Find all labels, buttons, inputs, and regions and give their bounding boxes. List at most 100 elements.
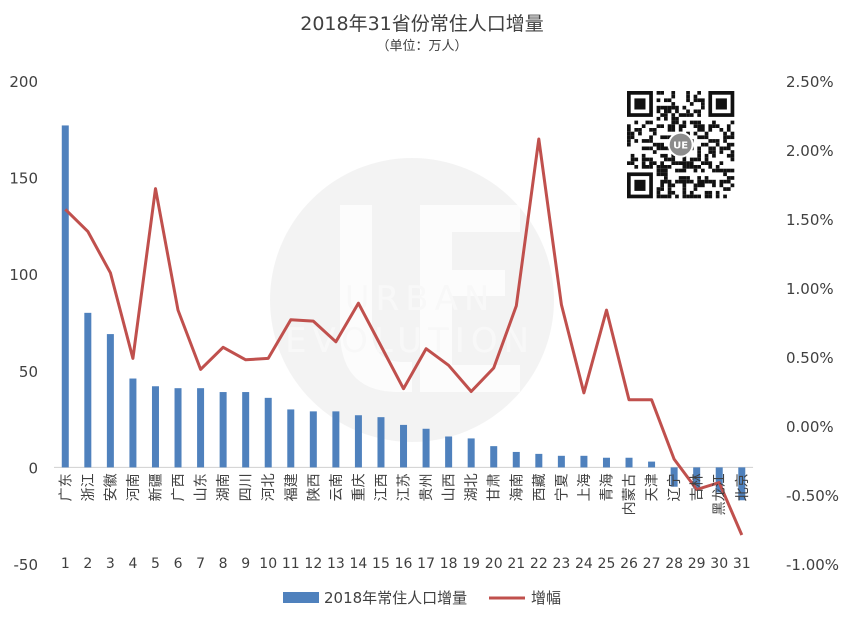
qr-module [712, 139, 716, 143]
qr-module [708, 128, 713, 132]
qr-module [675, 179, 679, 184]
qr-module [723, 179, 727, 184]
qr-module [693, 124, 698, 128]
category-label: 陕西 [306, 473, 322, 501]
qr-module [682, 183, 687, 188]
qr-module [689, 157, 694, 162]
watermark-text-1: URBAN [345, 279, 496, 319]
category-label: 江苏 [397, 473, 413, 501]
qr-module [671, 113, 676, 117]
qr-module [649, 120, 653, 125]
qr-module [641, 146, 646, 151]
rank-label: 10 [259, 556, 277, 572]
qr-module [671, 190, 676, 195]
rank-label: 8 [219, 556, 228, 572]
watermark-text-2: EVOLUTION [285, 321, 535, 361]
qr-module [641, 165, 646, 169]
qr-module [704, 142, 709, 147]
qr-module [723, 131, 727, 136]
qr-module [678, 128, 683, 132]
qr-module [630, 157, 635, 162]
category-labels: 广东 浙江 安徽 河南 新疆 广西 山东 湖南 四川 河北 福建 陕西 云南 重庆 江西 江苏 贵州 山西 湖北 甘肃… [58, 473, 751, 515]
qr-module [719, 150, 724, 154]
qr-module [641, 139, 646, 143]
qr-module [686, 161, 690, 165]
qr-module [719, 128, 724, 132]
qr-module [726, 124, 731, 128]
qr-module [715, 142, 720, 147]
rank-label: 23 [552, 556, 570, 572]
qr-module [627, 135, 631, 140]
qr-module [671, 116, 676, 121]
right-tick-label: 2.50% [786, 73, 834, 91]
qr-module [678, 124, 683, 128]
qr-module [682, 176, 687, 180]
bar [422, 428, 430, 468]
qr-module [675, 120, 679, 125]
qr-module [667, 135, 672, 140]
qr-module [634, 139, 639, 143]
qr-module [715, 139, 720, 143]
qr-module [682, 194, 687, 199]
rank-label: 14 [350, 556, 368, 572]
right-tick-label: 1.00% [786, 280, 834, 298]
qr-module [667, 98, 672, 103]
qr-module [671, 183, 676, 188]
qr-module [723, 187, 727, 191]
qr-module [649, 128, 653, 132]
qr-module [693, 120, 698, 125]
bar [84, 312, 92, 468]
right-tick-label: -0.50% [786, 487, 839, 505]
qr-module [719, 168, 724, 173]
qr-module [686, 131, 690, 136]
qr-module [645, 139, 650, 143]
qr-finder-core [634, 179, 646, 191]
qr-module [660, 135, 664, 140]
qr-module [701, 168, 705, 173]
rank-label: 15 [372, 556, 390, 572]
qr-module [693, 94, 698, 99]
category-label: 广西 [171, 473, 187, 501]
qr-module [723, 139, 727, 143]
legend-label-line: 增幅 [531, 589, 561, 607]
qr-module [686, 98, 690, 103]
category-label: 山西 [442, 473, 458, 501]
right-tick-label: 2.00% [786, 142, 834, 160]
qr-module [712, 179, 716, 184]
qr-module [686, 91, 690, 95]
rank-label: 31 [733, 556, 751, 572]
qr-module [664, 176, 668, 180]
qr-module [660, 172, 664, 177]
qr-module [704, 153, 709, 158]
left-axis: -50 0 50 100 150 200 [9, 73, 38, 574]
qr-module [675, 116, 679, 121]
rank-label: 11 [282, 556, 300, 572]
qr-module [697, 176, 701, 180]
qr-module [667, 190, 672, 195]
qr-module [675, 161, 679, 165]
qr-module [686, 94, 690, 99]
qr-module [712, 183, 716, 188]
qr-module [656, 190, 661, 195]
qr-module [719, 179, 724, 184]
qr-module [664, 113, 668, 117]
qr-module [660, 153, 664, 158]
qr-module [671, 161, 676, 165]
category-label: 海南 [509, 473, 525, 501]
qr-module [667, 194, 672, 199]
bar [467, 438, 475, 468]
qr-module [689, 165, 694, 169]
qr-module [701, 161, 705, 165]
qr-module [682, 168, 687, 173]
bar [512, 451, 520, 468]
qr-module [697, 98, 701, 103]
watermark: URBAN EVOLUTION [270, 158, 554, 442]
qr-module [697, 113, 701, 117]
qr-module [656, 109, 661, 114]
qr-module [664, 157, 668, 162]
legend-swatch-bar [283, 592, 319, 603]
qr-module [697, 183, 701, 188]
qr-module [652, 128, 657, 132]
qr-module [697, 146, 701, 151]
